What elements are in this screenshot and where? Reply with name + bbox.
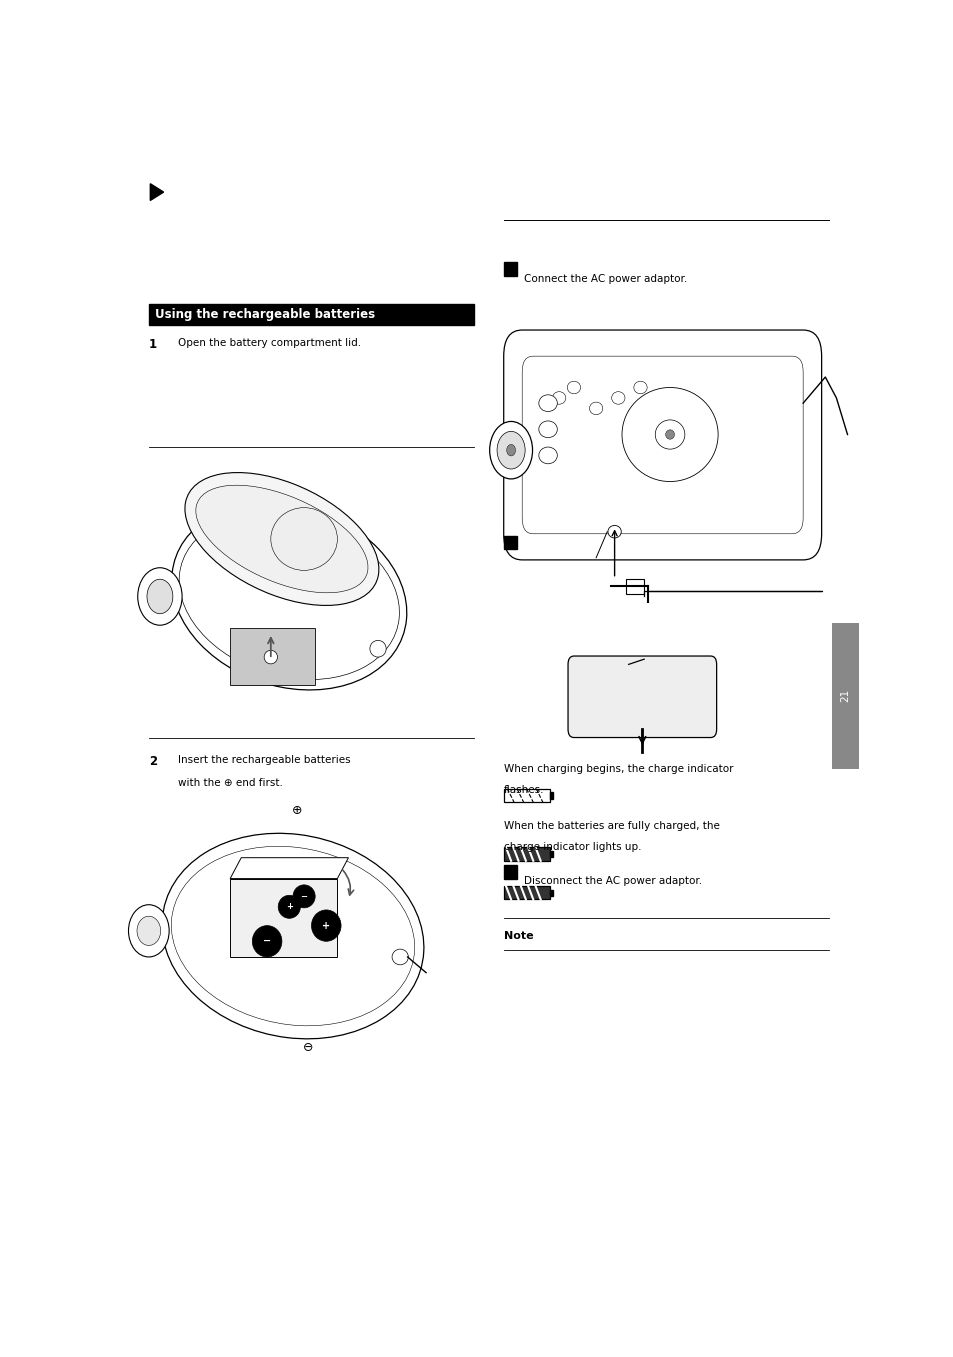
Text: 21: 21 [840,689,849,703]
Text: ⊖: ⊖ [302,1041,313,1053]
FancyBboxPatch shape [567,655,716,738]
Ellipse shape [129,905,169,957]
FancyBboxPatch shape [503,330,821,560]
Ellipse shape [392,949,408,965]
Ellipse shape [538,395,557,411]
Ellipse shape [655,419,684,449]
Ellipse shape [162,833,423,1039]
Bar [625,578,643,594]
Ellipse shape [607,525,620,537]
Bar [503,864,517,878]
Ellipse shape [538,446,557,464]
Ellipse shape [252,925,281,957]
Text: When charging begins, the charge indicator: When charging begins, the charge indicat… [503,764,733,773]
Text: −: − [300,892,307,901]
Bar [503,788,549,802]
Bar [230,878,337,957]
Bar [149,304,474,324]
FancyBboxPatch shape [521,356,802,533]
Text: 1: 1 [149,338,157,351]
Ellipse shape [172,847,415,1026]
Ellipse shape [497,432,524,470]
Ellipse shape [311,911,341,942]
Text: Connect the AC power adaptor.: Connect the AC power adaptor. [524,274,687,284]
Ellipse shape [538,421,557,438]
Ellipse shape [195,486,368,593]
Ellipse shape [552,392,565,404]
Bar [549,851,553,858]
Text: +: + [322,920,330,931]
Bar [230,628,314,685]
Text: Using the rechargeable batteries: Using the rechargeable batteries [154,308,375,320]
Ellipse shape [370,641,386,657]
Text: 2: 2 [149,756,157,768]
Text: charge indicator lights up.: charge indicator lights up. [503,841,640,852]
Bar [503,847,549,860]
Ellipse shape [506,445,515,456]
Bar [503,536,517,550]
Ellipse shape [137,916,160,946]
Ellipse shape [633,381,646,394]
Text: with the ⊕ end first.: with the ⊕ end first. [178,779,283,788]
Text: +: + [286,902,293,912]
Text: flashes.: flashes. [503,784,543,795]
Ellipse shape [172,503,406,689]
Ellipse shape [147,579,172,613]
Ellipse shape [589,402,602,415]
Text: Insert the rechargeable batteries: Insert the rechargeable batteries [178,756,351,765]
Bar [549,792,553,798]
Ellipse shape [278,896,300,919]
Ellipse shape [567,381,580,394]
Text: Disconnect the AC power adaptor.: Disconnect the AC power adaptor. [524,877,701,886]
Ellipse shape [489,422,532,479]
Ellipse shape [293,885,314,908]
Ellipse shape [185,472,378,605]
Polygon shape [151,183,164,201]
Bar [831,623,858,769]
Bar [503,886,549,900]
Ellipse shape [264,650,277,664]
Polygon shape [230,858,348,878]
Text: −: − [263,936,271,946]
Bar [503,262,517,275]
Ellipse shape [179,513,399,680]
Text: Open the battery compartment lid.: Open the battery compartment lid. [178,338,361,349]
Ellipse shape [665,430,674,440]
Ellipse shape [611,392,624,404]
Ellipse shape [137,567,182,626]
Text: When the batteries are fully charged, the: When the batteries are fully charged, th… [503,821,719,830]
Bar [549,890,553,896]
Text: Note: Note [503,931,533,940]
Ellipse shape [621,388,718,482]
Text: ⊕: ⊕ [291,805,302,817]
Ellipse shape [271,508,337,570]
